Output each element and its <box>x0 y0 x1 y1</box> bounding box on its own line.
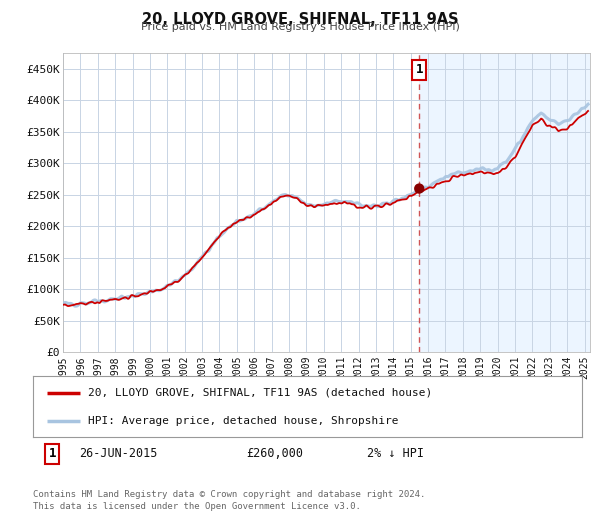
Text: £260,000: £260,000 <box>246 447 303 460</box>
Text: Price paid vs. HM Land Registry's House Price Index (HPI): Price paid vs. HM Land Registry's House … <box>140 22 460 32</box>
Text: 2% ↓ HPI: 2% ↓ HPI <box>367 447 424 460</box>
Text: This data is licensed under the Open Government Licence v3.0.: This data is licensed under the Open Gov… <box>33 502 361 511</box>
Text: 20, LLOYD GROVE, SHIFNAL, TF11 9AS (detached house): 20, LLOYD GROVE, SHIFNAL, TF11 9AS (deta… <box>88 388 432 398</box>
Text: 1: 1 <box>415 64 423 76</box>
Text: 1: 1 <box>49 447 56 460</box>
Point <box>415 184 424 193</box>
Text: 20, LLOYD GROVE, SHIFNAL, TF11 9AS: 20, LLOYD GROVE, SHIFNAL, TF11 9AS <box>142 12 458 26</box>
Text: 26-JUN-2015: 26-JUN-2015 <box>79 447 157 460</box>
Text: Contains HM Land Registry data © Crown copyright and database right 2024.: Contains HM Land Registry data © Crown c… <box>33 490 425 499</box>
Text: HPI: Average price, detached house, Shropshire: HPI: Average price, detached house, Shro… <box>88 416 398 426</box>
Bar <box>419 53 590 352</box>
